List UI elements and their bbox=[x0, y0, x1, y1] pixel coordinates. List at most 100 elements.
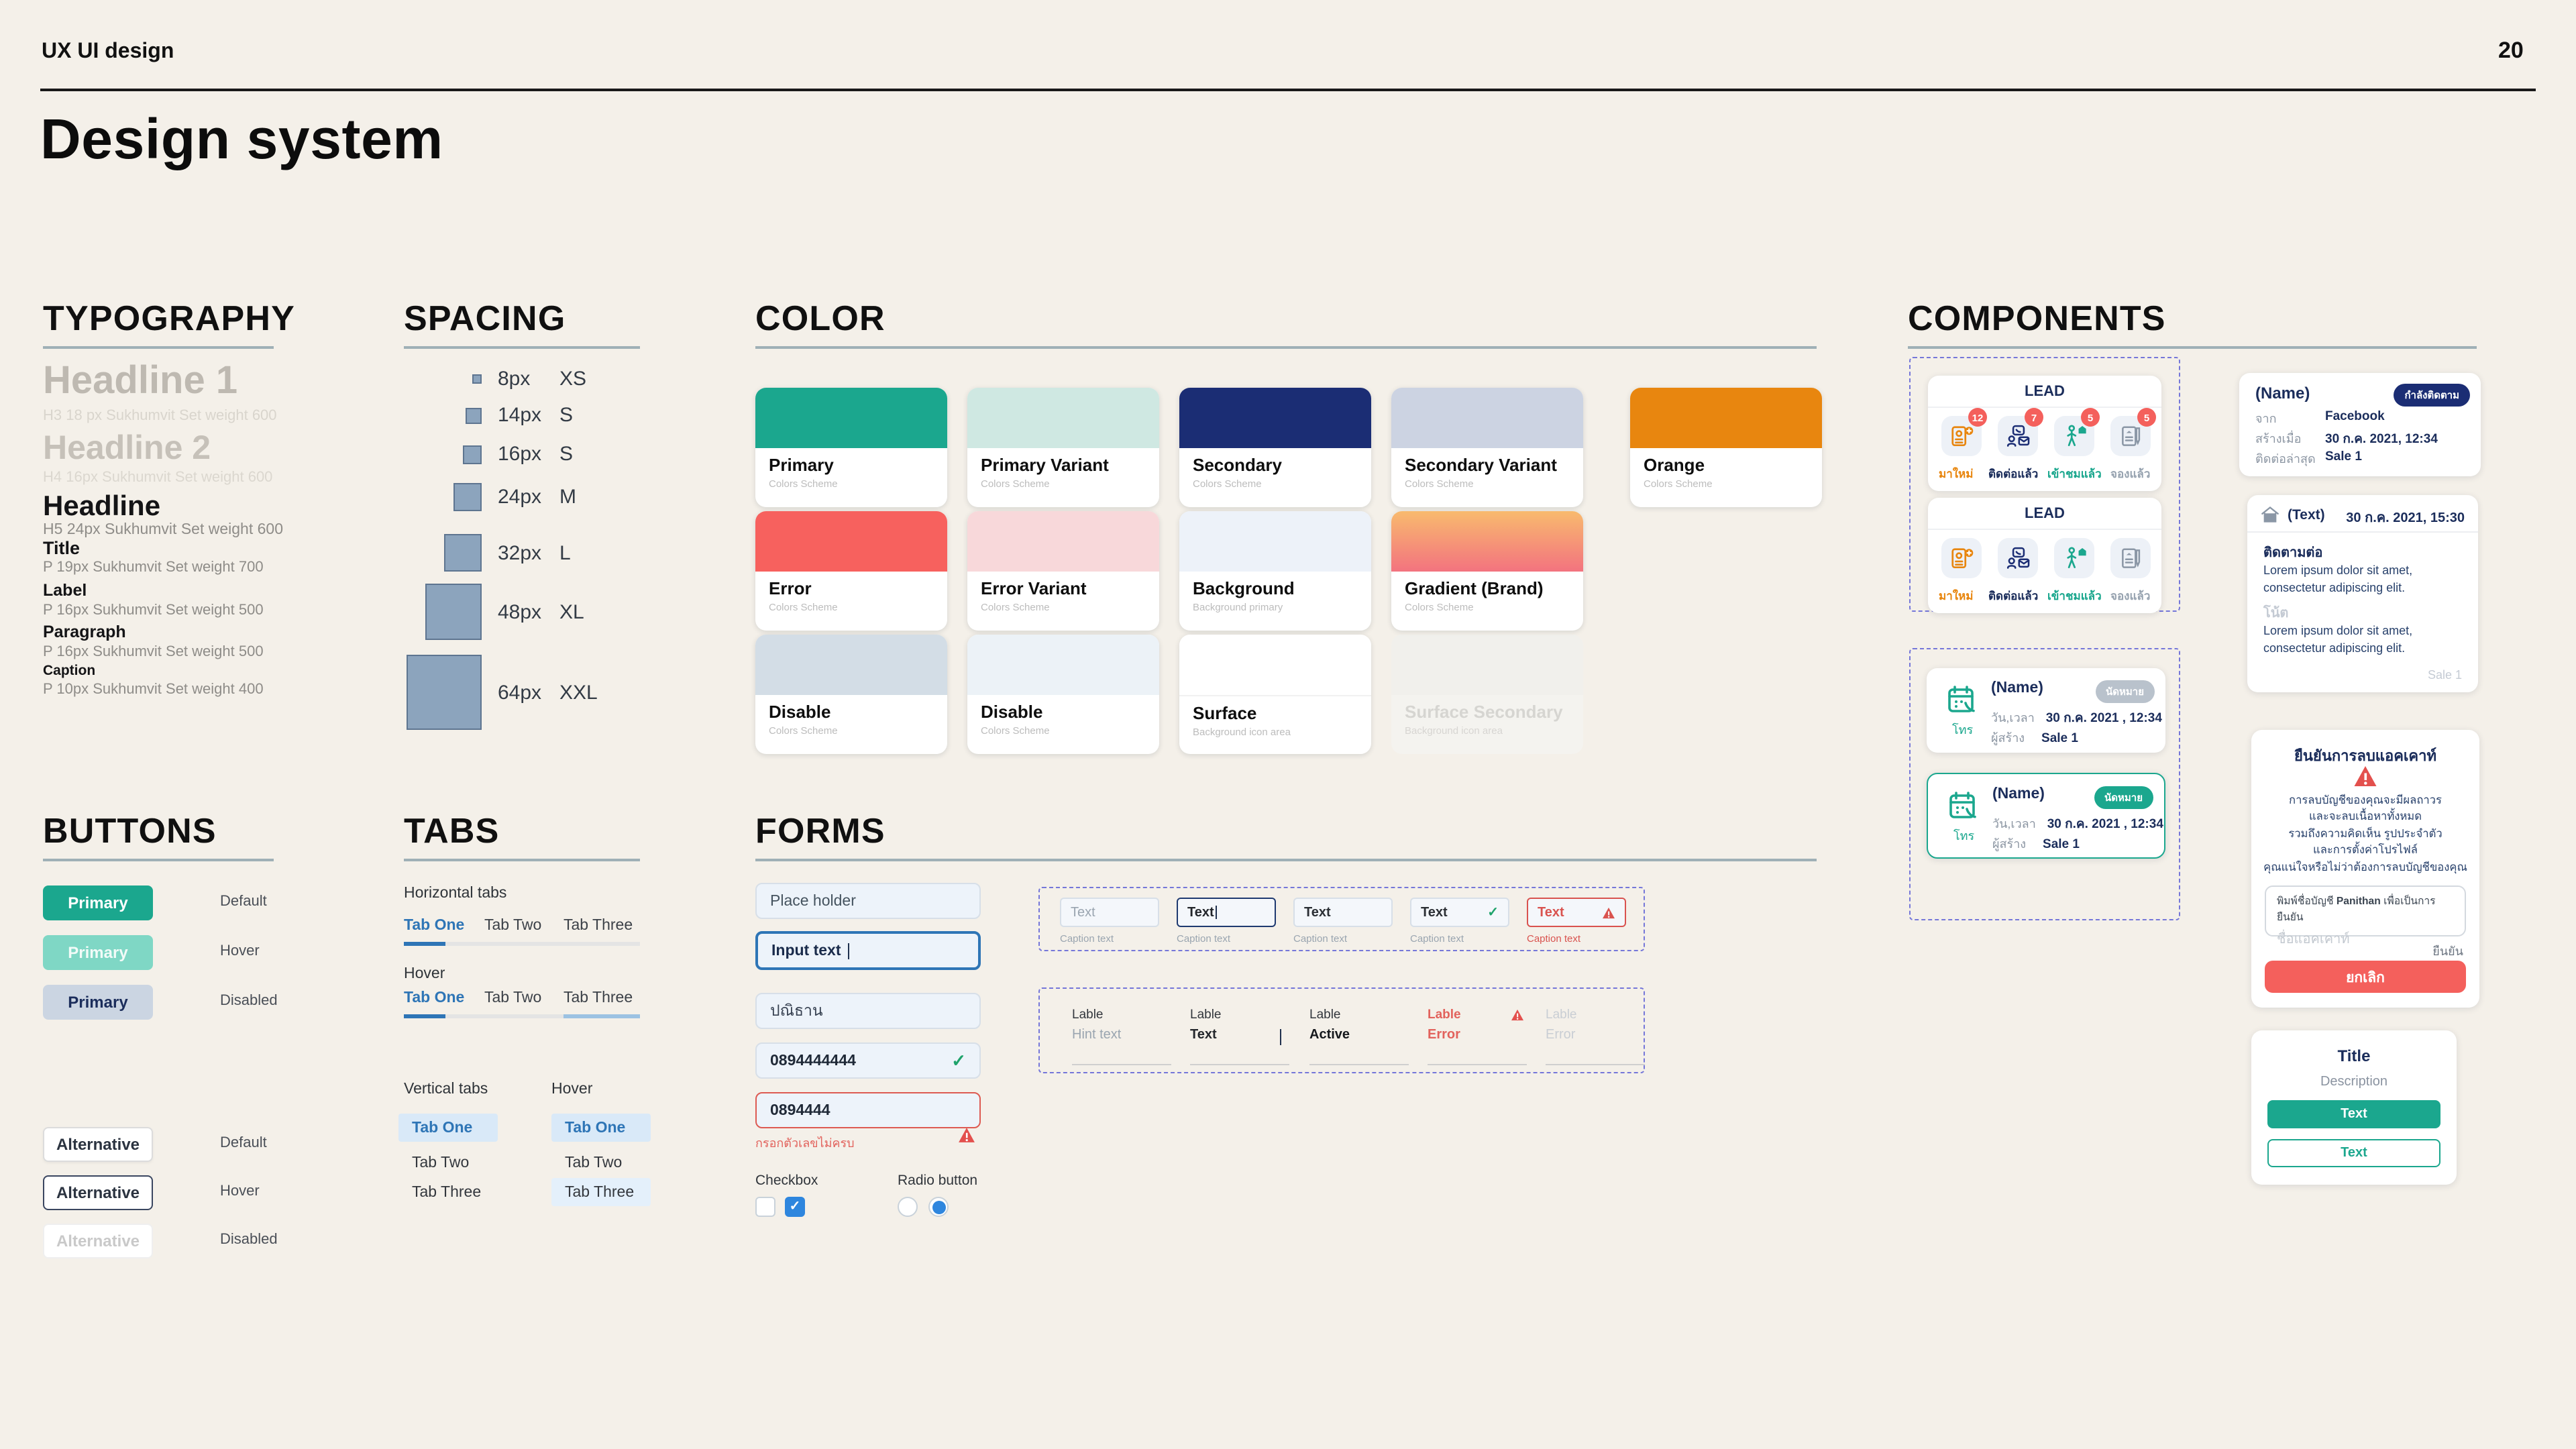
checkbox-label: Checkbox bbox=[755, 1173, 818, 1189]
tab-two[interactable]: Tab Two bbox=[484, 918, 542, 934]
components-rule bbox=[1908, 346, 2477, 348]
radio-label: Radio button bbox=[898, 1173, 978, 1189]
lead-tile-label: มาใหม่ bbox=[1939, 467, 1974, 480]
promo-secondary-button[interactable]: Text bbox=[2267, 1139, 2440, 1167]
vertical-tab-one-hover[interactable]: Tab One bbox=[551, 1114, 651, 1142]
underline-field-error[interactable]: Lable Error bbox=[1428, 1008, 1527, 1065]
document-pen-icon bbox=[2121, 425, 2140, 445]
color-swatch bbox=[967, 635, 1159, 695]
forms-rule bbox=[755, 859, 1817, 861]
mini-input-focused[interactable]: Text Caption text bbox=[1177, 898, 1276, 945]
radio-checked[interactable] bbox=[928, 1197, 949, 1217]
button-state-label: Hover bbox=[220, 1183, 260, 1199]
contact-status-pill: กำลังติดตาม bbox=[2394, 384, 2470, 407]
check-icon: ✓ bbox=[951, 1050, 966, 1070]
mini-input-valid[interactable]: Text ✓ Caption text bbox=[1410, 898, 1509, 945]
phone-error-input[interactable]: 0894444 bbox=[755, 1092, 981, 1128]
follow-up-label: ติดตามต่อ bbox=[2263, 546, 2323, 561]
app-title: UX UI design bbox=[42, 40, 174, 63]
color-card: Surface Background icon area bbox=[1179, 635, 1371, 754]
tab-two[interactable]: Tab Two bbox=[484, 990, 542, 1006]
placeholder-input[interactable]: Place holder bbox=[755, 883, 981, 919]
vertical-tab-three[interactable]: Tab Three bbox=[412, 1184, 482, 1200]
color-name: Error bbox=[769, 578, 812, 598]
mini-input-error[interactable]: Text Caption text bbox=[1527, 898, 1626, 945]
contact-row: ติดต่อล่าสุด Sale 1 bbox=[2255, 449, 2362, 468]
lead-tile-new[interactable] bbox=[1941, 538, 1982, 578]
primary-button-default[interactable]: Primary bbox=[43, 885, 153, 920]
type-sample-spec: H5 24px Sukhumvit Set weight 600 bbox=[43, 522, 283, 538]
warning-icon bbox=[1511, 1009, 1523, 1021]
vertical-tab-two-hover[interactable]: Tab Two bbox=[565, 1155, 623, 1171]
input-placeholder-text: Place holder bbox=[770, 893, 856, 909]
color-name: Gradient (Brand) bbox=[1405, 578, 1544, 598]
spacing-row: 14px S bbox=[404, 404, 573, 427]
tab-one[interactable]: Tab One bbox=[404, 918, 465, 934]
color-card: Background Background primary bbox=[1179, 511, 1371, 631]
appointment-creator-row: ผู้สร้าง Sale 1 bbox=[1992, 830, 2080, 855]
vertical-tab-one[interactable]: Tab One bbox=[398, 1114, 498, 1142]
lead-tile-contacted[interactable] bbox=[1998, 416, 2038, 456]
spacing-swatch bbox=[466, 407, 482, 423]
lead-tile-contacted[interactable] bbox=[1998, 538, 2038, 578]
checkbox-unchecked[interactable] bbox=[755, 1197, 775, 1217]
color-swatch bbox=[755, 511, 947, 572]
dialog-line: คุณแน่ใจหรือไม่ว่าต้องการลบบัญชีของคุณ bbox=[2263, 859, 2467, 873]
confirm-link[interactable]: ยืนยัน bbox=[2432, 945, 2463, 958]
tab-three[interactable]: Tab Three bbox=[564, 918, 633, 934]
vertical-tab-three-hover[interactable]: Tab Three bbox=[551, 1178, 651, 1206]
color-card: Disable Colors Scheme bbox=[755, 635, 947, 754]
dialog-body: การลบบัญชีของคุณจะมีผลถาวร และจะลบเนื้อห… bbox=[2262, 792, 2469, 875]
alternative-button-hover[interactable]: Alternative bbox=[43, 1175, 153, 1210]
primary-button-hover[interactable]: Primary bbox=[43, 935, 153, 970]
type-sample-spec: H4 16px Sukhumvit Set weight 600 bbox=[43, 470, 273, 486]
button-state-label: Hover bbox=[220, 943, 260, 959]
type-sample-label: Caption bbox=[43, 663, 96, 679]
mini-input-default[interactable]: Text Caption text bbox=[1060, 898, 1159, 945]
vertical-tabs-hover-label: Hover bbox=[551, 1081, 593, 1097]
lead-tile-booked[interactable] bbox=[2110, 538, 2151, 578]
underline-field-active[interactable]: Lable Active bbox=[1309, 1008, 1409, 1065]
appointment-datetime-row: วัน,เวลา 30 ก.ค. 2021 , 12:34 bbox=[1992, 810, 2163, 835]
phone-valid-input[interactable]: 0894444444 ✓ bbox=[755, 1042, 981, 1079]
radio-unchecked[interactable] bbox=[898, 1197, 918, 1217]
color-name: Secondary bbox=[1193, 455, 1282, 475]
vertical-tab-two[interactable]: Tab Two bbox=[412, 1155, 470, 1171]
thai-name-input[interactable]: ปณิธาน bbox=[755, 993, 981, 1029]
cancel-button[interactable]: ยกเลิก bbox=[2265, 961, 2466, 993]
underline-field-default[interactable]: Lable Hint text bbox=[1072, 1008, 1171, 1065]
lead-tile-visited[interactable] bbox=[2054, 416, 2094, 456]
spacing-rule bbox=[404, 346, 640, 348]
confirm-input-placeholder: ชื่อแอคเคาท์ bbox=[2277, 932, 2350, 947]
appointment-name: (Name) bbox=[1991, 680, 2043, 696]
color-card: Secondary Colors Scheme bbox=[1179, 388, 1371, 507]
tabs-heading: TABS bbox=[404, 810, 500, 851]
walk-home-icon bbox=[2066, 546, 2086, 568]
checkbox-checked[interactable]: ✓ bbox=[785, 1197, 805, 1217]
color-name: Error Variant bbox=[981, 578, 1087, 598]
tab-one[interactable]: Tab One bbox=[404, 990, 465, 1006]
underline-field-focused[interactable]: Lable Text bbox=[1190, 1008, 1289, 1065]
type-sample-spec: P 16px Sukhumvit Set weight 500 bbox=[43, 602, 264, 619]
color-subtitle: Colors Scheme bbox=[981, 600, 1050, 613]
spacing-size: L bbox=[559, 541, 571, 564]
color-card: Surface Secondary Background icon area bbox=[1391, 635, 1583, 754]
color-subtitle: Colors Scheme bbox=[1405, 600, 1474, 613]
color-name: Primary bbox=[769, 455, 834, 475]
components-heading: COMPONENTS bbox=[1908, 298, 2166, 338]
alternative-button-default[interactable]: Alternative bbox=[43, 1127, 153, 1162]
note-footer: Sale 1 bbox=[2427, 668, 2462, 682]
lead-tile-label: มาใหม่ bbox=[1939, 589, 1974, 602]
button-state-label: Disabled bbox=[220, 993, 278, 1009]
mini-input-filled[interactable]: Text Caption text bbox=[1293, 898, 1393, 945]
lead-badge: 12 bbox=[1968, 408, 1987, 427]
confirm-name-input[interactable]: พิมพ์ชื่อบัญชี Panithan เพื่อเป็นการยืนย… bbox=[2265, 885, 2466, 947]
buttons-rule bbox=[43, 859, 274, 861]
lead-tile-visited[interactable] bbox=[2054, 538, 2094, 578]
focused-text-input[interactable]: Input text bbox=[755, 931, 981, 970]
mini-inputs-group: Text Caption text Text Caption text Text… bbox=[1038, 887, 1645, 951]
account-name: Panithan bbox=[2336, 895, 2381, 907]
tab-three[interactable]: Tab Three bbox=[564, 990, 633, 1006]
promo-primary-button[interactable]: Text bbox=[2267, 1100, 2440, 1128]
